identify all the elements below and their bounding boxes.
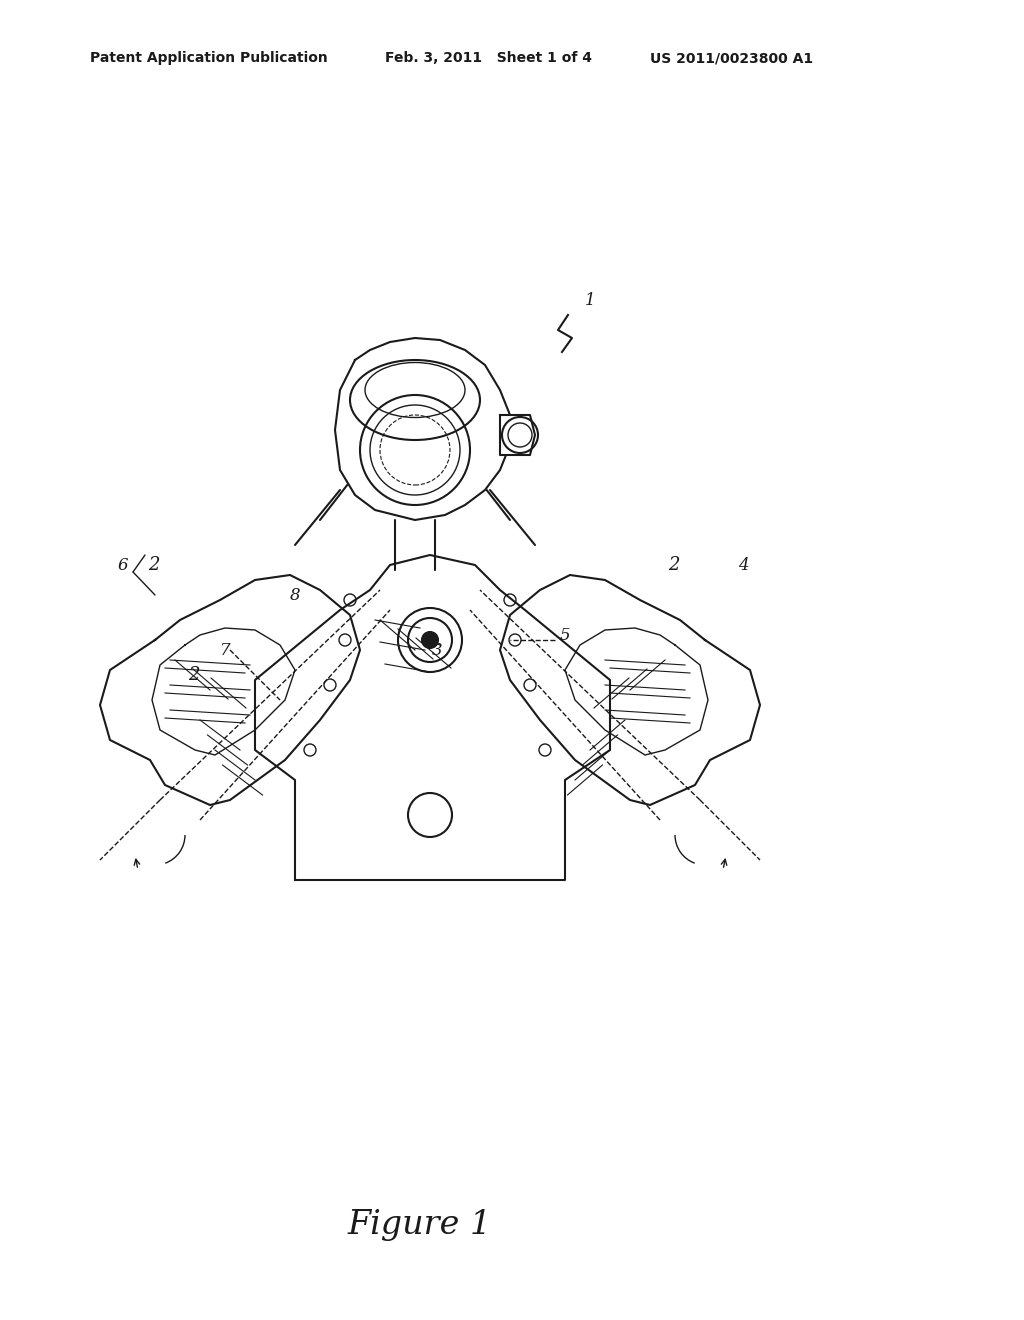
Text: Feb. 3, 2011   Sheet 1 of 4: Feb. 3, 2011 Sheet 1 of 4: [385, 51, 592, 65]
Text: 2: 2: [148, 556, 160, 574]
Polygon shape: [500, 576, 760, 805]
Text: 4: 4: [738, 557, 749, 574]
Polygon shape: [335, 338, 510, 520]
Text: 2: 2: [188, 667, 200, 684]
Text: Patent Application Publication: Patent Application Publication: [90, 51, 328, 65]
Text: 6: 6: [118, 557, 129, 574]
Text: US 2011/0023800 A1: US 2011/0023800 A1: [650, 51, 813, 65]
Text: 8: 8: [290, 587, 301, 605]
Polygon shape: [255, 554, 610, 880]
Text: 2: 2: [668, 556, 680, 574]
Text: Figure 1: Figure 1: [348, 1209, 493, 1241]
Polygon shape: [100, 576, 360, 805]
Text: 3: 3: [432, 642, 442, 659]
Text: 7: 7: [220, 642, 230, 659]
Polygon shape: [500, 414, 535, 455]
Text: 5: 5: [560, 627, 570, 644]
Text: 1: 1: [585, 292, 596, 309]
Circle shape: [422, 632, 438, 648]
